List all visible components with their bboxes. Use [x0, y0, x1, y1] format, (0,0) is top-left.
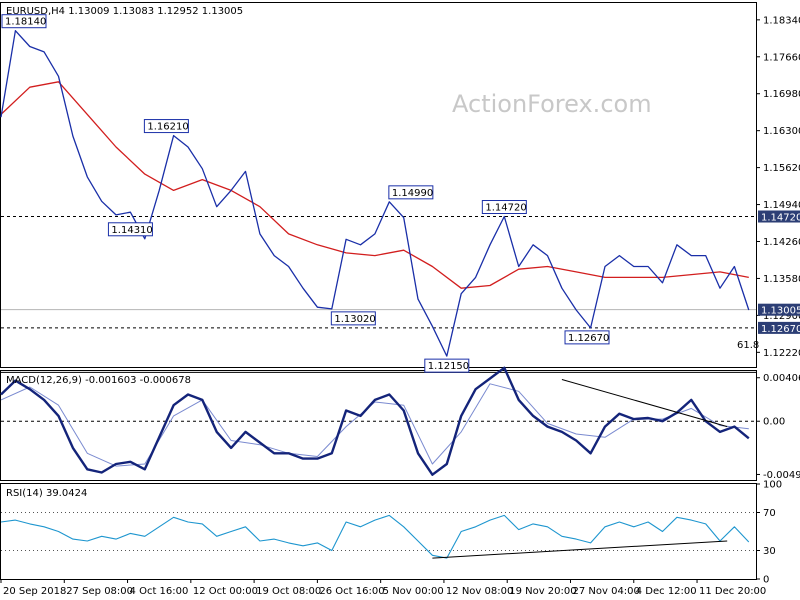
y-tick-label: 0	[763, 575, 769, 586]
x-tick-label: 27 Nov 04:00	[572, 586, 639, 597]
watermark: ActionForex.com	[452, 90, 652, 118]
price-annotation-box	[481, 200, 527, 215]
price-annotation-label: 1.12150	[428, 361, 469, 372]
y-tick-label: 1.14940	[763, 200, 800, 211]
rsi-panel-frame	[0, 483, 757, 580]
x-tick-label: 27 Sep 08:00	[66, 586, 133, 597]
y-tick-label: 1.16300	[763, 126, 800, 137]
rsi-level-lines	[1, 512, 756, 551]
y-tick-label: 30	[763, 546, 776, 557]
price-annotation-box	[564, 330, 610, 345]
rsi-y-axis: 100 70 30 0	[756, 480, 782, 586]
time-axis: 20 Sep 2018 27 Sep 08:004 Oct 16:00 12 Oct…	[0, 579, 766, 597]
price-annotations: 1.18140 1.16210 1.14310 1.14990 1.13020 1.147…	[1, 14, 610, 373]
macd-panel-frame	[0, 370, 757, 481]
x-tick-label: 11 Dec 20:00	[699, 586, 766, 597]
price-annotation-box	[424, 358, 470, 373]
rsi-series-group	[0, 514, 750, 559]
y-tick-label: -0.004981	[763, 470, 800, 481]
x-tick-label: 26 Oct 16:00	[319, 586, 384, 597]
price-annotation-label: 1.14720	[485, 203, 526, 214]
price-panel-frame	[0, 2, 757, 368]
y-tick-label: 1.17660	[763, 52, 800, 63]
y-tick-label: 100	[763, 480, 782, 491]
price-tags: 1.14720 1.13005 1.12670	[758, 210, 800, 335]
price-annotation-label: 1.18140	[5, 17, 46, 28]
x-tick-label: 20 Sep 2018	[3, 586, 66, 597]
price-annotation-label: 1.16210	[147, 122, 188, 133]
y-tick-label: 1.12220	[763, 348, 800, 359]
y-tick-label: 1.12900	[763, 311, 800, 322]
price-annotation-label: 1.13020	[334, 314, 375, 325]
price-annotation-box	[330, 311, 376, 326]
x-tick-label: 19 Oct 08:00	[256, 586, 321, 597]
x-tick-label: 5 Nov 00:00	[383, 586, 444, 597]
rsi-trendline	[432, 540, 728, 559]
price-annotation-box	[388, 185, 434, 200]
price-tag-label: 1.12670	[761, 324, 800, 335]
x-tick-label: 4 Oct 16:00	[130, 586, 189, 597]
price-annotation-box	[107, 222, 153, 237]
y-tick-label: 1.18340	[763, 15, 800, 26]
y-tick-label: 1.16980	[763, 89, 800, 100]
price-tag-label: 1.13005	[761, 306, 800, 317]
price-line	[0, 30, 750, 357]
price-tag-box	[758, 303, 800, 316]
price-tag-label: 1.14720	[761, 213, 800, 224]
macd-y-axis: 0.004069 0.00 -0.004981	[756, 373, 800, 481]
fib-label: 61.8	[737, 340, 759, 351]
price-annotation-label: 1.14310	[111, 225, 152, 236]
y-tick-label: 70	[763, 508, 776, 519]
price-series-group	[0, 30, 750, 357]
y-tick-label: 1.13580	[763, 274, 800, 285]
price-header: EURUSD,H4 1.13009 1.13083 1.12952 1.1300…	[6, 6, 243, 17]
price-annotation-label: 1.12670	[568, 333, 609, 344]
macd-signal-line	[0, 383, 749, 467]
price-annotation-label: 1.14990	[392, 188, 433, 199]
y-tick-label: 0.00	[763, 417, 785, 428]
y-tick-label: 1.14260	[763, 237, 800, 248]
x-tick-label: 12 Oct 00:00	[193, 586, 258, 597]
moving-average-line	[0, 81, 749, 289]
rsi-header: RSI(14) 39.0424	[6, 488, 87, 499]
price-annotation-box	[1, 14, 47, 29]
macd-series-group	[0, 366, 750, 476]
y-tick-label: 0.004069	[763, 373, 800, 384]
price-annotation-box	[143, 119, 189, 134]
x-tick-label: 19 Nov 20:00	[509, 586, 576, 597]
price-y-axis: 1.18340 1.17660 1.16980 1.16300 1.15620 1.149…	[756, 15, 800, 359]
macd-line	[0, 366, 750, 476]
price-tag-box	[758, 210, 800, 223]
y-tick-label: 1.15620	[763, 163, 800, 174]
x-tick-label: 4 Dec 12:00	[636, 586, 697, 597]
macd-header: MACD(12,26,9) -0.001603 -0.000678	[6, 375, 191, 386]
x-tick-label: 12 Nov 08:00	[446, 586, 513, 597]
rsi-line	[0, 514, 750, 559]
price-level-lines	[1, 216, 756, 373]
macd-trendline	[561, 379, 728, 428]
price-tag-box	[758, 321, 800, 334]
